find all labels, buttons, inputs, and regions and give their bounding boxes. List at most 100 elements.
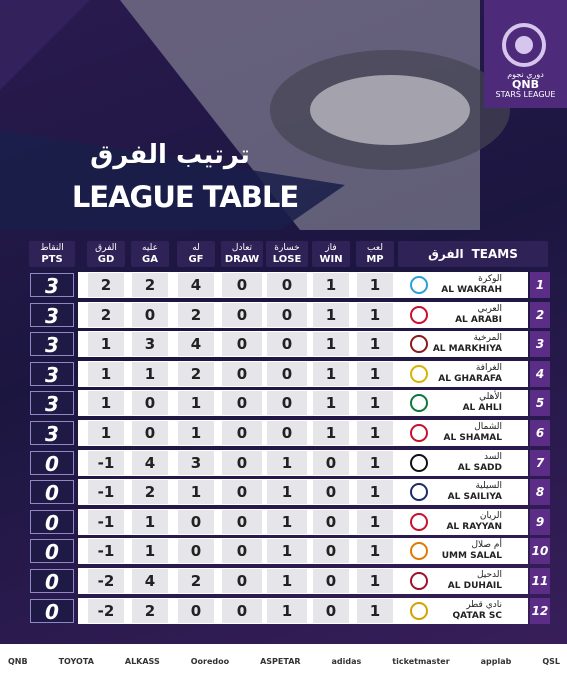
team-arabic: العربي — [477, 303, 502, 314]
team-name: الريان AL RAYYAN — [402, 511, 502, 533]
team-crest — [410, 335, 428, 354]
stat-cell: 0 — [222, 361, 262, 386]
sponsor-bar: QNB TOYOTA ALKASS Ooredoo ASPETAR adidas ticke… — [8, 656, 560, 668]
stat-cell: 0 — [313, 509, 349, 534]
rank: 8 — [530, 479, 550, 506]
team-arabic: الدحيل — [476, 570, 502, 580]
sponsor-logo: ALKASS — [124, 657, 160, 666]
column-header: فاز WIN — [312, 241, 350, 267]
team-name: العربي AL ARABI — [402, 304, 502, 326]
column-header: النقاط PTS — [29, 241, 75, 267]
stat-cell: 0 — [267, 302, 307, 327]
points-cell: 0 — [30, 539, 74, 564]
header-english: PTS — [41, 254, 63, 265]
header-arabic: عليه — [142, 243, 158, 253]
logo-arabic: دوري نجوم — [507, 70, 544, 79]
logo-brand: QNB — [512, 78, 539, 91]
stat-cell: 0 — [222, 480, 262, 505]
stat-cell: 1 — [313, 361, 349, 386]
title-english: LEAGUE TABLE — [71, 180, 299, 214]
team-english: AL WAKRAH — [441, 285, 502, 295]
team-arabic: أم صلال — [471, 540, 503, 551]
points-cell: 3 — [30, 361, 74, 387]
header-arabic: الفرق — [428, 246, 464, 261]
sponsor-logo: applab — [480, 657, 512, 666]
stat-cell: 0 — [222, 332, 262, 357]
stat-cell: 0 — [267, 332, 307, 357]
stat-cell: 0 — [313, 598, 349, 623]
rank: 11 — [530, 568, 550, 594]
rank: 7 — [530, 449, 550, 476]
header-english: DRAW — [224, 254, 260, 265]
header-arabic: تعادل — [231, 243, 253, 253]
header-arabic: له — [192, 243, 200, 253]
stat-cell: 1 — [267, 450, 307, 475]
stat-cell: 1 — [357, 480, 393, 505]
team-english: UMM SALAL — [441, 551, 502, 562]
sponsor-logo: Ooredoo — [190, 657, 230, 666]
points-cell: 3 — [30, 421, 74, 446]
header-arabic: لعب — [367, 243, 383, 253]
header-arabic: الفرق — [95, 243, 117, 253]
stat-cell: 0 — [222, 598, 262, 623]
stat-cell: -1 — [88, 509, 124, 534]
sponsor-logo: QSL — [542, 657, 560, 666]
stat-cell: -2 — [88, 598, 124, 623]
stat-cell: 4 — [178, 273, 214, 297]
points-cell: 3 — [30, 391, 74, 416]
points-cell: 3 — [30, 302, 74, 328]
stat-cell: 1 — [178, 480, 214, 505]
team-english: AL SHAMAL — [443, 433, 502, 443]
rank: 1 — [530, 272, 550, 298]
team-english: AL SADD — [457, 462, 502, 473]
header-english: GA — [142, 254, 158, 265]
header-english: TEAMS — [471, 246, 518, 261]
team-name: أم صلال UMM SALAL — [402, 540, 502, 562]
team-crest — [410, 453, 428, 472]
team-arabic: الشمال — [474, 422, 502, 432]
stat-cell: 2 — [132, 480, 168, 505]
stat-cell: 0 — [222, 450, 262, 475]
stat-cell: 2 — [132, 273, 168, 297]
points-cell: 0 — [30, 480, 74, 505]
stat-cell: 2 — [132, 598, 168, 623]
team-name: السد AL SADD — [402, 452, 502, 474]
points-cell: 0 — [30, 509, 74, 535]
stat-cell: 0 — [313, 539, 349, 564]
stat-cell: 1 — [313, 273, 349, 297]
points-cell: 3 — [30, 332, 74, 357]
team-english: QATAR SC — [452, 610, 502, 621]
stat-cell: 0 — [222, 391, 262, 416]
header-english: GD — [97, 254, 115, 265]
column-header: عليه GA — [131, 241, 169, 267]
team-crest — [410, 276, 428, 294]
stat-cell: 1 — [267, 569, 307, 593]
team-arabic: الوكرة — [478, 274, 502, 284]
stat-cell: 0 — [267, 421, 307, 445]
column-header: خسارة LOSE — [266, 241, 308, 267]
stat-cell: 0 — [178, 598, 214, 623]
rank: 2 — [530, 301, 550, 328]
stat-cell: -2 — [88, 569, 124, 593]
stat-cell: 1 — [357, 273, 393, 297]
stat-cell: 2 — [88, 273, 124, 297]
stat-cell: 1 — [313, 391, 349, 416]
team-name: المرخية AL MARKHIYA — [402, 333, 502, 355]
stat-cell: 2 — [178, 569, 214, 593]
stat-cell: 1 — [357, 450, 393, 475]
team-english: AL ARABI — [455, 314, 502, 325]
stat-cell: 0 — [222, 421, 262, 445]
points-cell: 3 — [30, 273, 74, 298]
stat-cell: 1 — [357, 361, 393, 386]
team-name: الشمال AL SHAMAL — [402, 422, 502, 444]
stat-cell: 1 — [132, 539, 168, 564]
team-crest — [410, 601, 428, 620]
sponsor-logo: adidas — [331, 657, 362, 666]
sponsor-logo: QNB — [8, 657, 28, 666]
team-crest — [410, 483, 428, 502]
team-english: AL MARKHIYA — [432, 344, 502, 355]
stat-cell: 1 — [313, 332, 349, 357]
stat-cell: 0 — [222, 539, 262, 564]
team-name: الوكرة AL WAKRAH — [402, 274, 502, 296]
